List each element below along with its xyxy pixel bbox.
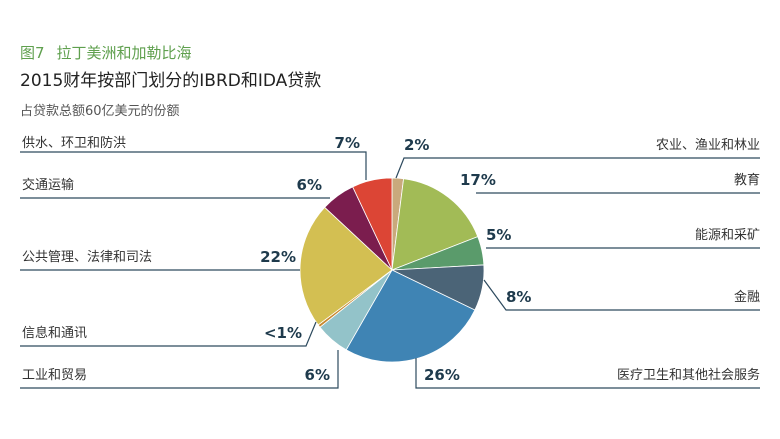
slice-category-label-7: 公共管理、法律和司法: [22, 250, 152, 265]
slice-value-label-4: 26%: [424, 366, 460, 384]
slice-value-label-2: 5%: [486, 226, 511, 244]
pie-slice-9: [352, 177, 393, 271]
leader-line-3: [483, 279, 760, 311]
leader-line-6: [20, 321, 317, 347]
slice-value-label-0: 2%: [404, 136, 429, 154]
slice-value-label-5: 6%: [305, 366, 330, 384]
slice-category-label-4: 医疗卫生和其他社会服务: [617, 367, 760, 383]
chart-subtitle: 占贷款总额60亿美元的份额: [20, 104, 180, 119]
slice-value-label-3: 8%: [506, 288, 531, 306]
leader-line-0: [395, 157, 760, 179]
leader-line-9: [20, 151, 367, 180]
slice-category-label-3: 金融: [734, 289, 760, 305]
slice-value-label-7: 22%: [260, 248, 296, 266]
pie-slices: [299, 177, 485, 363]
slice-value-label-1: 17%: [460, 171, 496, 189]
slice-value-label-6: <1%: [264, 324, 302, 342]
pie-slice-1: [391, 178, 479, 271]
chart-title: 2015财年按部门划分的IBRD和IDA贷款: [20, 71, 322, 91]
figure-label: 图7 拉丁美洲和加勒比海: [20, 42, 192, 63]
slice-category-label-5: 工业和贸易: [22, 368, 87, 383]
pie-slice-4: [345, 269, 476, 363]
slice-category-label-0: 农业、渔业和林业: [656, 138, 760, 153]
slice-category-label-1: 教育: [734, 172, 760, 188]
leader-line-5: [20, 350, 339, 389]
slice-category-label-6: 信息和通讯: [22, 325, 87, 341]
leader-line-4: [415, 358, 760, 389]
figure-number: 图7: [20, 44, 45, 62]
figure-region: 拉丁美洲和加勒比海: [56, 44, 192, 62]
slice-category-label-8: 交通运输: [22, 177, 74, 193]
slice-value-label-9: 7%: [335, 134, 360, 152]
slice-category-label-2: 能源和采矿: [695, 228, 760, 243]
pie-labels: 2% 农业、渔业和林业 17% 教育 5% 能源和采矿 8% 金融 26% 医疗卫生和其他社会服务…: [20, 134, 760, 389]
slice-value-label-8: 6%: [297, 176, 322, 194]
slice-category-label-9: 供水、环卫和防洪: [22, 135, 126, 151]
pie-slice-7: [299, 206, 393, 326]
